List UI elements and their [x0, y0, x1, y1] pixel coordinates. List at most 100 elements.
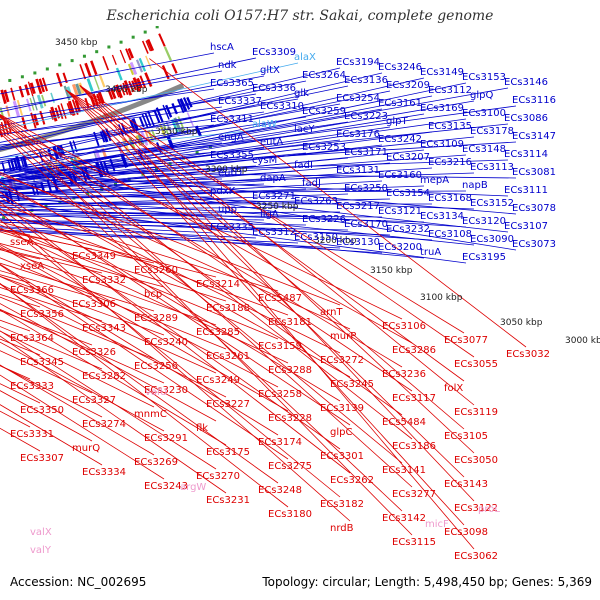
reverse-gene-label: ECs3236 — [382, 369, 426, 380]
forward-leader-line — [0, 209, 425, 223]
reverse-gene-label: ECs3275 — [268, 461, 312, 472]
forward-gene-label: ECs3171 — [344, 147, 388, 158]
forward-gene-label: ECs3086 — [504, 113, 548, 124]
reverse-gene-label: ECs3301 — [320, 451, 364, 462]
forward-gene-label: ECs3152 — [470, 198, 514, 209]
forward-leader-line — [0, 77, 425, 175]
feature-block — [98, 73, 106, 88]
reverse-gene-label: ECs3289 — [134, 313, 178, 324]
forward-gene-label: ECs3311 — [210, 114, 254, 125]
forward-gene-label: ECs3112 — [428, 85, 472, 96]
reverse-leader-line — [0, 116, 413, 536]
kbp-tick-label: 3200 kbp — [314, 236, 357, 246]
feature-block — [93, 75, 100, 90]
reverse-leader-line — [79, 85, 475, 550]
reverse-gene-label: ECs3345 — [20, 357, 64, 368]
reverse-leader-line — [0, 228, 155, 264]
forward-leader-line — [10, 175, 509, 233]
forward-leader-line — [0, 75, 265, 127]
forward-leader-line — [0, 70, 223, 110]
forward-gene-label: ECs3149 — [420, 67, 464, 78]
reverse-leader-line — [0, 287, 103, 322]
feature-block — [153, 109, 161, 123]
feature-block — [54, 107, 60, 119]
reverse-gene-label: ECs3139 — [320, 403, 364, 414]
reverse-leader-line — [0, 283, 227, 398]
reverse-leader-line — [0, 326, 103, 370]
reverse-gene-label: ECs3272 — [320, 355, 364, 366]
reverse-gene-label: xseA — [20, 261, 44, 272]
feature-block — [129, 119, 136, 133]
forward-gene-label: ECs3153 — [462, 72, 506, 83]
reverse-leader-line — [65, 89, 465, 478]
forward-gene-label: ECs3170 — [344, 219, 388, 230]
feature-block — [115, 67, 123, 81]
reverse-leader-line — [0, 115, 413, 440]
guide-dot — [70, 59, 74, 63]
guide-dot — [155, 26, 159, 29]
reverse-gene-label: ECs3333 — [10, 381, 54, 392]
forward-gene-label: ECs3160 — [378, 170, 422, 181]
reverse-gene-label: ECs5487 — [258, 293, 302, 304]
guide-dot — [33, 71, 37, 75]
forward-leader-line — [0, 185, 425, 202]
feature-block — [145, 55, 152, 69]
reverse-gene-label: folX — [444, 383, 463, 394]
reverse-gene-label: ECs3055 — [454, 359, 498, 370]
forward-gene-label: ECs3078 — [512, 203, 556, 214]
forward-leader-line — [0, 214, 383, 218]
reverse-leader-line — [0, 303, 217, 422]
forward-leader-line — [0, 226, 257, 239]
forward-gene-label: ECs3312 — [252, 227, 296, 238]
feature-block — [171, 102, 178, 115]
forward-gene-label: ECs3121 — [378, 206, 422, 217]
forward-gene-label: eutA — [260, 137, 283, 148]
reverse-gene-label: ECs3122 — [454, 503, 498, 514]
reverse-leader-line — [0, 227, 289, 364]
forward-leader-line — [0, 90, 391, 171]
guide-dot — [113, 182, 117, 186]
reverse-gene-label: glpC — [330, 427, 352, 438]
accession-text: Accession: NC_002695 — [10, 575, 147, 589]
forward-leader-line — [0, 134, 299, 171]
forward-gene-label: ECs3161 — [378, 98, 422, 109]
forward-gene-label: ECs3264 — [302, 70, 346, 81]
forward-gene-label: dapA — [260, 173, 286, 184]
forward-gene-label: ECs3148 — [462, 144, 506, 155]
forward-gene-label: ECs3263 — [294, 196, 338, 207]
forward-leader-line — [0, 72, 383, 163]
guide-dot — [58, 200, 62, 204]
reverse-gene-label: ECs3098 — [444, 527, 488, 538]
forward-gene-label: ECs3131 — [336, 165, 380, 176]
forward-leader-line — [0, 219, 307, 226]
reverse-leader-line — [0, 207, 341, 450]
feature-block — [21, 117, 27, 130]
reverse-leader-line — [0, 128, 403, 416]
forward-gene-label: ECs3250 — [344, 183, 388, 194]
forward-leader-line — [0, 113, 425, 184]
reverse-leader-line — [0, 126, 403, 368]
forward-gene-label: ligA — [260, 209, 279, 220]
reverse-leader-line — [0, 296, 155, 360]
forward-gene-label: ECs3134 — [420, 211, 464, 222]
feature-block — [78, 82, 85, 94]
forward-gene-label: mepA — [420, 175, 449, 186]
feature-block — [33, 113, 39, 126]
guide-dot — [131, 35, 135, 39]
forward-leader-line — [0, 149, 425, 193]
feature-block — [63, 85, 71, 101]
reverse-leader-line — [0, 283, 279, 484]
reverse-gene-label: ECs3119 — [454, 407, 498, 418]
reverse-gene-label: ECs3143 — [444, 479, 488, 490]
feature-block — [71, 83, 79, 97]
feature-block — [84, 62, 92, 77]
forward-gene-label: ECs3253 — [302, 142, 346, 153]
feature-block — [0, 107, 5, 119]
forward-gene-label: napB — [462, 180, 488, 191]
forward-gene-label: alaX — [294, 52, 316, 63]
reverse-gene-label: bcp — [144, 289, 162, 300]
forward-leader-line — [0, 57, 257, 113]
feature-block — [86, 78, 94, 92]
forward-gene-label: ECs3116 — [512, 95, 556, 106]
feature-block — [146, 38, 155, 52]
